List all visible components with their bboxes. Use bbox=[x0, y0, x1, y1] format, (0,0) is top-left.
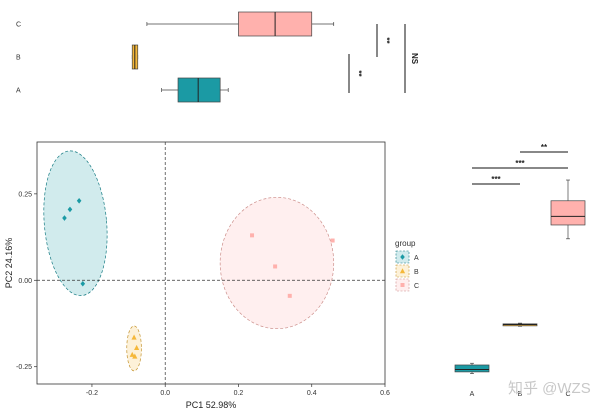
top-marginal-boxplot: C B A ** ** NS bbox=[16, 11, 419, 103]
point-b-1 bbox=[131, 334, 137, 340]
legend: group ABC bbox=[395, 239, 419, 292]
x-tick-label: 0.6 bbox=[380, 390, 390, 397]
point-a-4 bbox=[80, 280, 86, 287]
plot-frame bbox=[36, 141, 386, 385]
legend-title: group bbox=[395, 239, 416, 248]
y-tick-label: -0.25 bbox=[16, 364, 32, 371]
top-significance-label: NS bbox=[410, 53, 419, 65]
confidence-ellipse-c bbox=[219, 196, 335, 330]
pca-scatter-panel: -0.2 0.0 0.2 0.4 0.6 -0.25 0.00 0.25 PC1 52.98% P… bbox=[4, 141, 390, 410]
x-tick-label: 0.0 bbox=[160, 390, 170, 397]
right-box-a bbox=[454, 362, 490, 374]
watermark: 知乎 @WZS bbox=[508, 380, 591, 397]
top-box-c bbox=[146, 11, 335, 37]
x-axis-label: PC1 52.98% bbox=[186, 400, 237, 410]
right-category-label: B bbox=[518, 391, 523, 398]
right-significance-label: *** bbox=[515, 159, 525, 168]
point-c-1 bbox=[250, 233, 255, 238]
legend-marker-b bbox=[399, 268, 406, 274]
y-tick-label: 0.25 bbox=[18, 191, 32, 198]
top-category-label: A bbox=[16, 88, 21, 95]
point-b-2 bbox=[129, 351, 135, 357]
top-significance-label: ** bbox=[382, 37, 391, 44]
point-a-2 bbox=[67, 206, 73, 213]
x-tick-label: 0.4 bbox=[307, 390, 317, 397]
right-marginal-boxplot: A B C******** bbox=[454, 143, 586, 398]
box bbox=[550, 200, 586, 226]
legend-label-a: A bbox=[414, 255, 419, 262]
confidence-ellipse-a bbox=[43, 150, 108, 296]
top-box-a bbox=[161, 77, 229, 103]
legend-label-b: B bbox=[414, 269, 419, 276]
x-tick-label: 0.2 bbox=[234, 390, 244, 397]
top-significance-label: ** bbox=[354, 70, 363, 77]
point-b-4 bbox=[134, 344, 140, 350]
top-box-b bbox=[131, 44, 139, 70]
x-tick-label: -0.2 bbox=[86, 390, 98, 397]
point-a-1 bbox=[62, 215, 67, 221]
right-category-label: C bbox=[565, 391, 570, 398]
y-tick-label: 0.00 bbox=[18, 278, 32, 285]
point-c-2 bbox=[273, 264, 278, 269]
right-box-b bbox=[502, 322, 538, 327]
right-category-label: A bbox=[470, 391, 475, 398]
right-significance-label: *** bbox=[491, 175, 501, 184]
right-significance-label: ** bbox=[541, 143, 548, 152]
legend-label-c: C bbox=[414, 283, 419, 290]
point-b-3 bbox=[132, 353, 138, 359]
y-axis-label: PC2 24.16% bbox=[4, 238, 14, 289]
point-a-3 bbox=[76, 197, 82, 204]
point-c-3 bbox=[287, 293, 292, 298]
legend-marker-a bbox=[400, 254, 405, 260]
box bbox=[454, 364, 490, 373]
point-c-4 bbox=[330, 238, 335, 243]
box bbox=[177, 77, 221, 103]
top-category-label: C bbox=[16, 22, 21, 29]
right-box-c bbox=[550, 179, 586, 240]
legend-marker-c bbox=[400, 283, 405, 287]
confidence-ellipse-b bbox=[126, 325, 142, 372]
top-category-label: B bbox=[16, 55, 21, 62]
